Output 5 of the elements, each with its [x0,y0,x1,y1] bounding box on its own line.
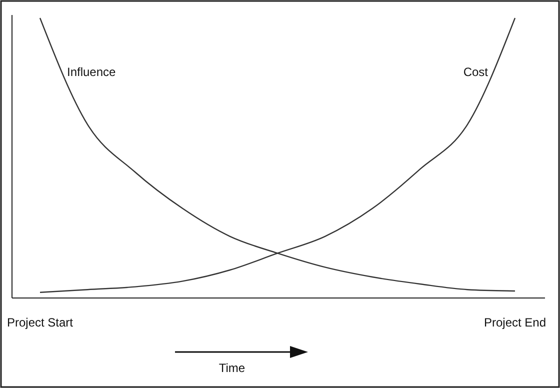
x-tick-label: Project Start [6,316,74,330]
series-label: Influence [67,65,116,79]
x-tick-label: Project End [484,316,546,330]
series-label: Cost [463,65,489,79]
x-axis-title: Time [218,361,246,375]
